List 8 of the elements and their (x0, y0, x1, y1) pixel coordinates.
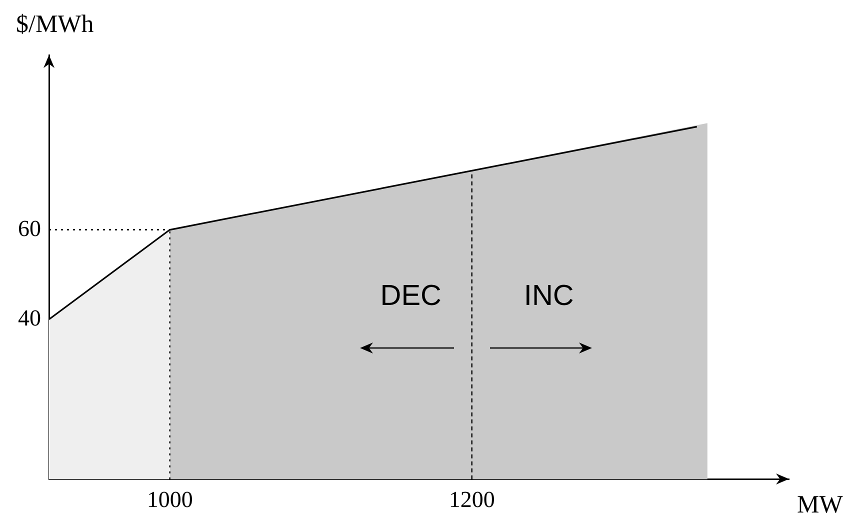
y-axis-title: $/MWh (16, 11, 94, 38)
x-tick-label: 1200 (448, 487, 495, 512)
annotation: DEC (380, 280, 442, 312)
y-tick-label: 40 (18, 305, 41, 330)
x-axis-title: MW (797, 491, 844, 518)
x-tick-label: 1000 (146, 487, 193, 512)
annotation: INC (524, 280, 574, 312)
y-tick-label: 60 (18, 216, 41, 241)
